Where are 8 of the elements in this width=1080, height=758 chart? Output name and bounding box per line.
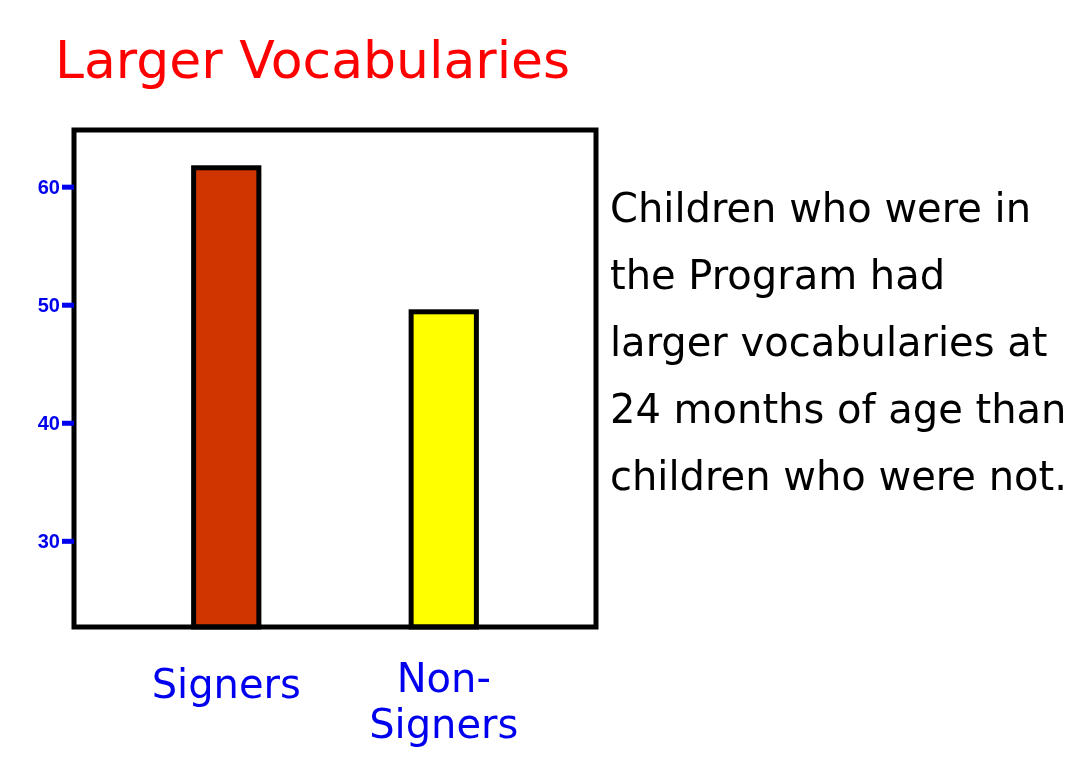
y-tick-label: 60 (37, 175, 60, 198)
chart-title: Larger Vocabularies (55, 30, 571, 90)
y-tick-label: 50 (37, 293, 60, 316)
text: Children who were in the Program had larger vocabularies at 24 months of age than children who were not. (610, 184, 1068, 501)
y-tick-label: 40 (37, 411, 60, 434)
y-tick-label: 30 (37, 529, 60, 552)
x-tick-label: Non-Signers (369, 655, 519, 747)
x-tick-label: Signers (151, 661, 301, 707)
